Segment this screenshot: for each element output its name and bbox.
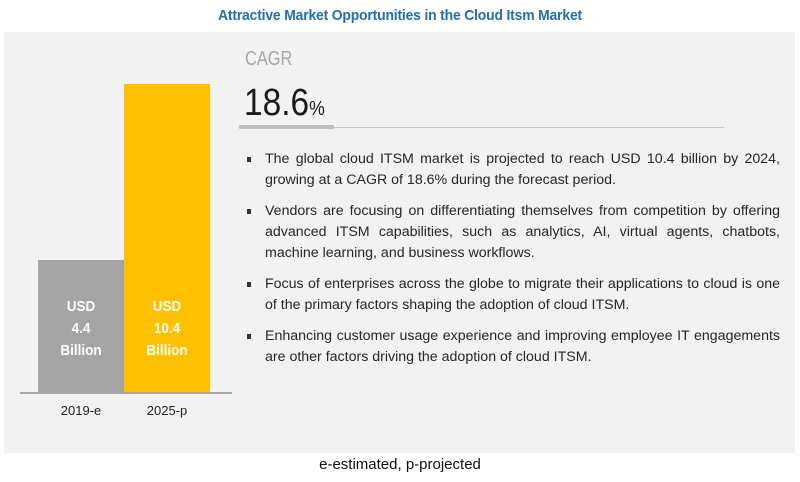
- list-item: Focus of enterprises across the globe to…: [244, 274, 780, 316]
- cagr-unit: %: [309, 98, 325, 120]
- category-label-2025: 2025-p: [146, 403, 188, 418]
- list-item: The global cloud ITSM market is projecte…: [244, 149, 780, 191]
- footnote: e-estimated, p-projected: [319, 456, 481, 473]
- list-item-text: The global cloud ITSM market is projecte…: [265, 151, 780, 188]
- key-points-list: The global cloud ITSM market is projecte…: [244, 149, 780, 378]
- bullet-square-icon: [247, 282, 251, 287]
- list-item-text: Enhancing customer usage experience and …: [265, 328, 780, 365]
- category-label-2019: 2019-e: [60, 403, 102, 418]
- bar-2019: USD 4.4 Billion: [38, 260, 124, 393]
- cagr-underline: [334, 127, 724, 128]
- list-item-text: Vendors are focusing on differentiating …: [265, 203, 780, 261]
- list-item-text: Focus of enterprises across the globe to…: [265, 276, 780, 313]
- bar-2025-label-value: 10.4: [153, 320, 181, 337]
- bullet-square-icon: [247, 157, 251, 162]
- bullet-square-icon: [247, 209, 251, 214]
- bar-2025: USD 10.4 Billion: [124, 84, 210, 393]
- cagr-underline-accent: [239, 125, 334, 129]
- cagr-number: 18.6: [244, 82, 310, 124]
- bar-2025-label-unit: Billion: [146, 342, 188, 359]
- chart-title: Attractive Market Opportunities in the C…: [218, 7, 582, 24]
- cagr-value: 18.6%: [244, 82, 325, 125]
- list-item: Enhancing customer usage experience and …: [244, 326, 780, 368]
- bar-2019-label-line1: USD: [66, 298, 96, 315]
- bar-2019-label-unit: Billion: [60, 342, 102, 359]
- cagr-label: CAGR: [245, 48, 293, 70]
- list-item: Vendors are focusing on differentiating …: [244, 201, 780, 264]
- bar-2025-label-line1: USD: [152, 298, 182, 315]
- bar-2019-label-value: 4.4: [71, 320, 91, 337]
- x-axis-baseline: [20, 392, 232, 394]
- bullet-square-icon: [247, 334, 251, 339]
